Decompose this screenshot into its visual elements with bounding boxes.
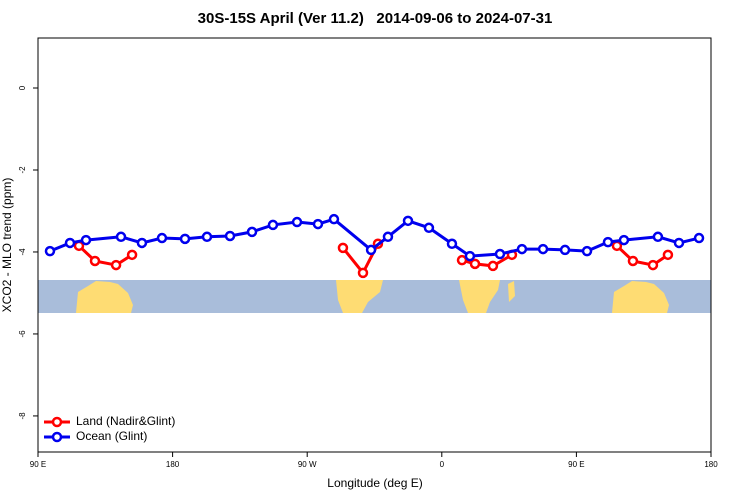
x-tick-label: 180	[166, 460, 180, 469]
y-tick-label: -2	[18, 166, 27, 174]
plot-frame	[37, 37, 712, 453]
point	[136, 237, 148, 249]
australia	[612, 281, 669, 313]
point	[402, 215, 414, 227]
point	[693, 232, 705, 244]
point	[44, 245, 56, 257]
point	[602, 236, 614, 248]
madagascar	[508, 281, 515, 302]
point	[337, 242, 349, 254]
point	[357, 267, 369, 279]
point	[126, 249, 138, 261]
point	[365, 244, 377, 256]
point	[487, 260, 499, 272]
point	[179, 233, 191, 245]
point	[446, 238, 458, 250]
y-tick-label: 0	[18, 85, 27, 90]
point	[89, 255, 101, 267]
y-tick-label: -4	[18, 248, 27, 256]
point	[312, 218, 324, 230]
x-tick-label: 180	[704, 460, 718, 469]
point	[652, 231, 664, 243]
chart-title: 30S-15S April (Ver 11.2) 2014-09-06 to 2…	[198, 10, 553, 27]
y-axis-label: XCO2 - MLO trend (ppm)	[0, 178, 14, 313]
point	[224, 230, 236, 242]
point	[115, 231, 127, 243]
point	[267, 219, 279, 231]
point	[673, 237, 685, 249]
point	[516, 243, 528, 255]
point	[456, 254, 468, 266]
point	[618, 234, 630, 246]
point	[627, 255, 639, 267]
x-axis-label: Longitude (deg E)	[327, 476, 422, 490]
legend-marker	[51, 416, 63, 428]
map-band	[38, 280, 711, 313]
point	[246, 226, 258, 238]
point	[201, 231, 213, 243]
point	[494, 248, 506, 260]
point	[64, 237, 76, 249]
point	[156, 232, 168, 244]
point	[423, 222, 435, 234]
south-america	[336, 280, 383, 313]
point	[469, 258, 481, 270]
point	[559, 244, 571, 256]
point	[647, 259, 659, 271]
point	[80, 234, 92, 246]
x-tick-label: 90 E	[30, 460, 46, 469]
point	[662, 249, 674, 261]
point	[291, 216, 303, 228]
point	[382, 231, 394, 243]
x-tick-label: 90 W	[298, 460, 317, 469]
point	[537, 243, 549, 255]
point	[581, 245, 593, 257]
australia	[76, 281, 133, 313]
x-tick-label: 90 E	[568, 460, 584, 469]
point	[464, 250, 476, 262]
legend-marker	[51, 431, 63, 443]
legend-label: Land (Nadir&Glint)	[76, 414, 175, 428]
point	[328, 213, 340, 225]
legend-label: Ocean (Glint)	[76, 429, 147, 443]
y-tick-label: -6	[18, 330, 27, 338]
africa	[459, 280, 500, 313]
point	[110, 259, 122, 271]
x-tick-label: 0	[440, 460, 445, 469]
y-tick-label: -8	[18, 412, 27, 420]
